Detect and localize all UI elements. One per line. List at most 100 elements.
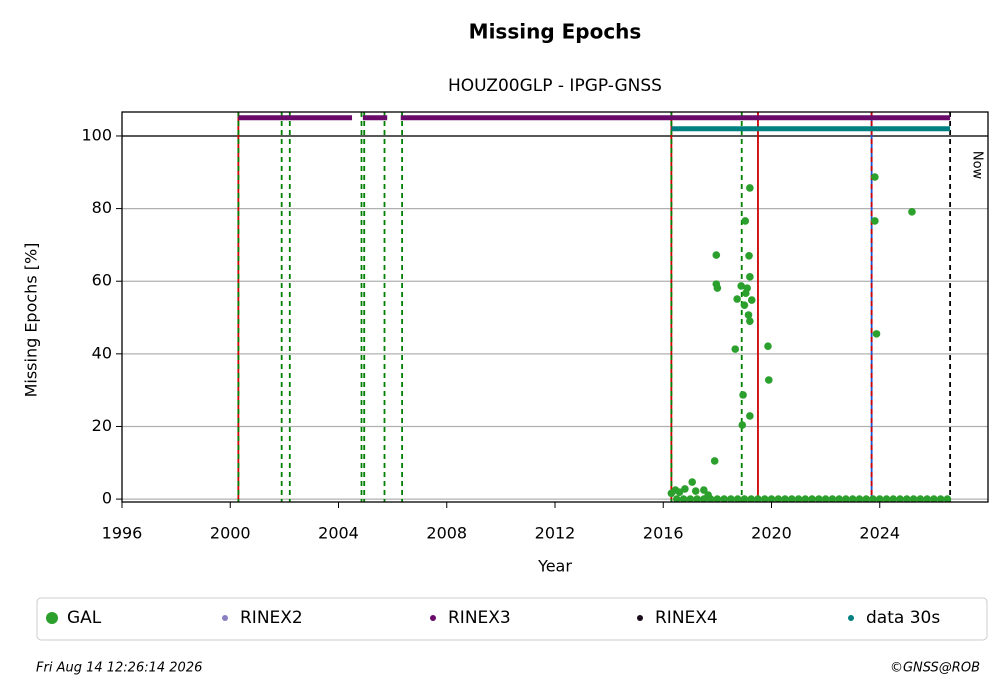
data-point: [688, 478, 697, 486]
data-point: [700, 486, 708, 494]
y-axis-label: Missing Epochs [%]: [22, 243, 41, 398]
data-point: [741, 289, 750, 298]
data-point: [746, 317, 754, 325]
data-point: [746, 412, 754, 420]
data-point: [764, 376, 773, 384]
data-point: [930, 495, 938, 502]
data-point: [745, 251, 753, 260]
now-annotation: Now: [970, 151, 985, 180]
data-point: [936, 495, 945, 502]
data-point: [710, 457, 719, 465]
data-point: [862, 495, 871, 502]
data-point: [744, 311, 753, 319]
data-point: [746, 184, 754, 192]
x-tick-label: 2000: [210, 524, 251, 543]
legend-marker: [222, 615, 228, 621]
legend-label: RINEX4: [655, 608, 718, 628]
data-point: [733, 495, 742, 502]
x-tick-label: 2024: [859, 524, 900, 543]
data-point: [875, 495, 884, 502]
data-point: [686, 495, 695, 502]
data-point: [787, 495, 796, 502]
footer-copyright: ©GNSS@ROB: [890, 661, 980, 676]
data-point: [943, 495, 952, 502]
data-point: [909, 495, 918, 502]
legend-marker: [637, 615, 643, 621]
data-point: [835, 495, 843, 502]
data-point: [713, 284, 722, 292]
data-point: [882, 495, 891, 502]
y-tick-label: 100: [81, 125, 112, 144]
data-point: [691, 487, 700, 495]
data-point: [754, 495, 762, 502]
data-point: [731, 345, 740, 353]
y-tick-label: 20: [92, 416, 112, 435]
data-point: [693, 495, 701, 502]
axes-frame: [121, 111, 989, 503]
data-point: [872, 330, 881, 338]
data-point: [781, 495, 789, 502]
x-axis-label: Year: [537, 557, 572, 576]
data-point: [746, 273, 754, 281]
data-point: [720, 495, 728, 502]
chart-title: Missing Epochs: [469, 20, 642, 44]
y-tick-label: 0: [102, 489, 112, 508]
data-point: [821, 495, 830, 502]
data-point: [889, 495, 898, 502]
x-tick-label: 2016: [643, 524, 684, 543]
x-tick-label: 1996: [102, 524, 143, 543]
data-point: [681, 485, 689, 493]
plot-layer: [122, 112, 988, 502]
data-point: [923, 495, 931, 502]
y-tick-label: 40: [92, 343, 112, 362]
data-point: [896, 495, 904, 502]
legend-label: GAL: [67, 608, 102, 628]
data-point: [908, 208, 916, 216]
chart-subtitle: HOUZ00GLP - IPGP-GNSS: [448, 76, 662, 96]
data-point: [903, 495, 911, 502]
y-tick-label: 80: [92, 198, 112, 217]
data-point: [741, 217, 750, 225]
x-tick-label: 2004: [318, 524, 359, 543]
legend-label: data 30s: [866, 608, 940, 628]
data-point: [713, 495, 722, 502]
data-point: [815, 495, 823, 502]
data-point: [700, 495, 708, 502]
data-point: [747, 495, 756, 502]
data-point: [808, 495, 816, 502]
data-point: [764, 342, 772, 351]
legend-label: RINEX2: [240, 608, 303, 628]
x-tick-label: 2020: [751, 524, 792, 543]
footer-date: Fri Aug 14 12:26:14 2026: [36, 661, 202, 676]
data-point: [739, 391, 747, 399]
data-point: [794, 495, 803, 502]
data-point: [727, 495, 735, 502]
data-point: [706, 495, 715, 502]
legend-marker: [430, 615, 436, 621]
data-point: [774, 495, 783, 502]
data-point: [738, 421, 747, 429]
legend-box: [36, 597, 988, 641]
data-point: [740, 495, 749, 502]
data-point: [733, 295, 741, 303]
data-point: [842, 495, 850, 502]
data-point: [747, 296, 756, 304]
legend-label: RINEX3: [448, 608, 511, 628]
data-point: [737, 282, 745, 290]
data-point: [760, 495, 769, 502]
data-point: [916, 495, 925, 502]
data-point: [871, 217, 879, 225]
legend-marker: [848, 615, 854, 621]
data-point: [869, 495, 877, 502]
data-point: [712, 251, 721, 259]
data-point: [679, 495, 688, 502]
data-point: [828, 495, 837, 502]
data-point: [871, 173, 879, 181]
data-point: [767, 495, 776, 502]
data-point: [672, 495, 681, 502]
data-point: [855, 495, 864, 502]
y-tick-label: 60: [92, 271, 112, 290]
data-point: [740, 301, 749, 309]
legend-marker: [46, 612, 58, 624]
